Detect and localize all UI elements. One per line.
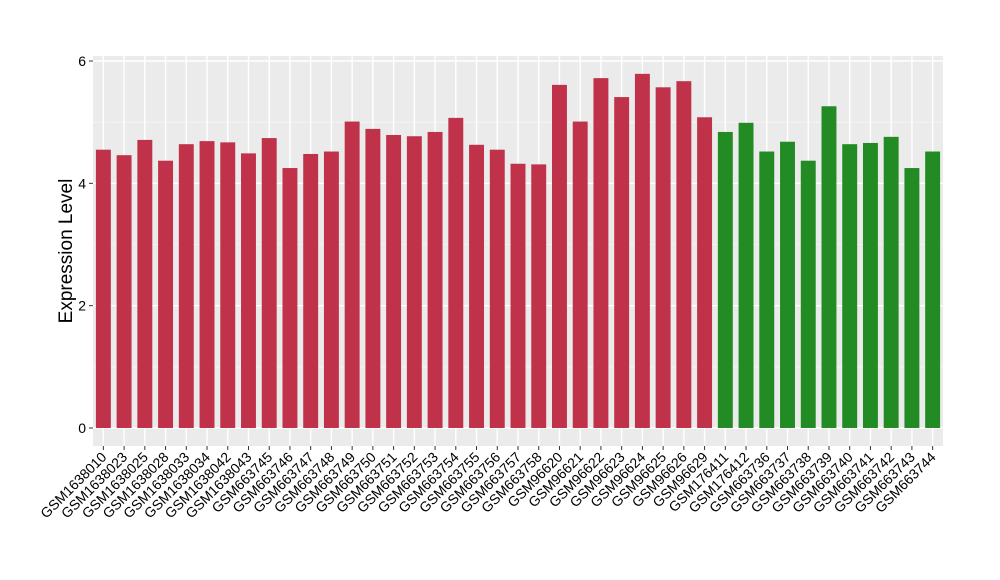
bar-GSM663749 [344,121,360,429]
bar-GSM96629 [697,117,713,429]
bar-GSM663742 [883,136,899,428]
bar-GSM96624 [634,73,650,428]
y-tick-label: 6 [78,53,86,69]
bar-GSM1638025 [137,139,153,428]
bar-GSM663751 [386,135,402,429]
bar-GSM663746 [282,168,298,428]
bar-GSM1638043 [241,153,256,428]
bars [95,73,941,429]
bar-GSM176412 [738,122,754,429]
bar-GSM663744 [925,151,941,428]
y-tick-label: 2 [78,298,86,314]
bar-GSM663754 [448,117,464,428]
bar-GSM1638034 [199,141,215,428]
bar-GSM663752 [406,136,422,429]
y-axis-title: Expression Level [56,179,77,324]
y-tick-label: 4 [78,175,86,191]
bar-GSM1638023 [116,155,132,429]
bar-GSM96621 [572,121,588,429]
bar-GSM663753 [427,131,443,428]
bar-GSM96620 [552,84,567,428]
bar-GSM663755 [469,144,484,428]
bar-GSM96622 [593,78,609,429]
bar-GSM663739 [821,106,837,428]
bar-GSM663747 [303,153,319,428]
bar-GSM1638033 [178,144,194,429]
y-tick-label: 0 [78,420,86,436]
bar-GSM1638010 [95,149,111,429]
bar-GSM663738 [800,160,816,428]
bar-GSM663757 [510,163,526,428]
bar-GSM663750 [365,128,381,428]
bar-GSM663737 [780,141,795,429]
bar-GSM176411 [717,131,733,428]
bar-GSM663743 [904,168,920,428]
bar-GSM663758 [531,164,547,428]
bar-GSM96626 [676,81,692,428]
bar-GSM663748 [323,151,339,428]
y-axis: 0 2 4 6 [78,53,93,436]
x-axis: GSM1638010GSM1638023GSM1638025GSM1638028… [37,446,939,521]
bar-GSM1638028 [158,160,174,428]
bar-GSM663741 [862,142,878,429]
bar-GSM663756 [489,149,505,429]
bar-GSM663745 [261,138,277,428]
bar-GSM663736 [759,151,775,428]
bar-GSM1638042 [220,142,236,428]
bar-GSM663740 [842,144,858,429]
bar-GSM96625 [655,87,671,428]
bar-GSM96623 [614,97,630,429]
